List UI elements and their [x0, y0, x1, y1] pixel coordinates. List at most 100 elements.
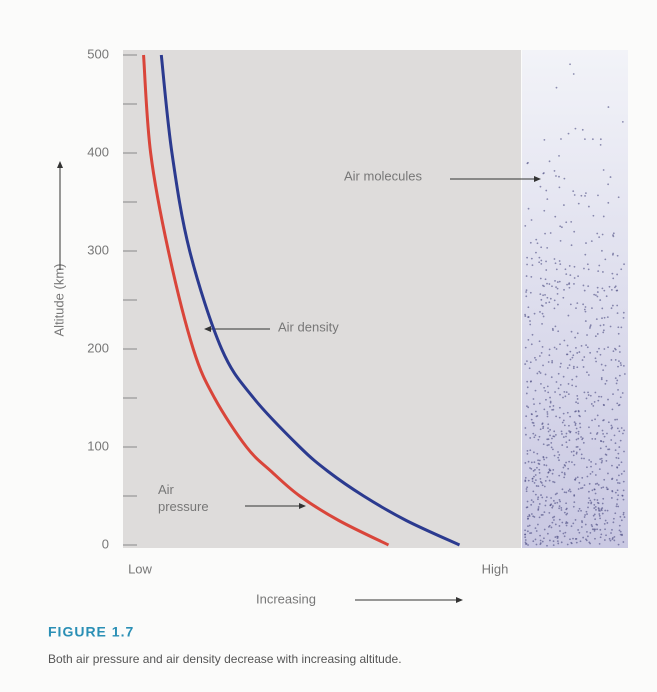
molecule — [590, 501, 593, 504]
molecule — [561, 421, 564, 424]
molecule — [567, 132, 570, 135]
molecule — [543, 285, 545, 288]
molecule — [587, 374, 590, 376]
molecule — [565, 502, 567, 505]
molecule — [587, 506, 589, 509]
molecule — [537, 459, 539, 462]
molecule — [524, 346, 527, 349]
molecule — [610, 359, 613, 361]
molecule — [552, 405, 555, 407]
molecule — [575, 451, 578, 454]
molecule — [604, 453, 607, 456]
molecule — [606, 432, 608, 435]
molecule — [565, 491, 568, 494]
molecule — [577, 275, 579, 278]
molecule — [540, 298, 543, 301]
molecule — [525, 506, 528, 509]
molecule — [553, 430, 556, 433]
molecule — [563, 391, 566, 393]
molecule — [610, 424, 613, 427]
molecule — [603, 522, 606, 525]
molecule — [619, 530, 622, 533]
molecule — [617, 457, 620, 460]
molecule — [597, 270, 600, 273]
molecule — [621, 494, 624, 497]
molecule — [596, 286, 599, 289]
molecule — [529, 467, 531, 469]
molecule — [623, 470, 626, 473]
molecule — [598, 395, 600, 398]
molecule — [612, 350, 615, 353]
molecule — [558, 459, 560, 462]
molecule — [593, 513, 596, 516]
molecule — [570, 542, 573, 545]
molecule — [547, 471, 550, 474]
molecule — [539, 534, 541, 537]
molecule — [569, 430, 572, 433]
molecule — [561, 444, 564, 446]
molecule — [600, 378, 603, 381]
series-label: Air pressure — [158, 482, 209, 514]
molecule — [529, 449, 532, 452]
molecule — [550, 503, 553, 506]
molecule — [538, 435, 541, 438]
molecule — [539, 372, 542, 374]
molecule — [623, 450, 625, 453]
molecule — [596, 295, 599, 298]
molecule — [599, 299, 602, 301]
molecule — [532, 540, 535, 543]
molecule — [580, 487, 582, 490]
molecule — [562, 204, 565, 206]
molecule — [557, 372, 560, 375]
molecule — [602, 497, 605, 500]
molecule — [583, 391, 586, 394]
molecule — [541, 305, 544, 307]
molecule — [580, 436, 582, 438]
molecule — [545, 456, 548, 459]
molecule — [587, 285, 590, 288]
molecule — [612, 232, 615, 235]
molecule — [602, 324, 605, 326]
molecule — [561, 488, 564, 491]
molecule — [547, 391, 550, 394]
molecule — [566, 367, 569, 369]
molecule — [543, 408, 546, 411]
molecule — [550, 376, 553, 379]
molecule — [549, 232, 552, 234]
molecule — [524, 363, 527, 365]
molecule — [563, 511, 566, 514]
molecule — [546, 282, 548, 285]
molecule — [568, 430, 570, 432]
molecule — [594, 518, 597, 521]
molecule — [586, 334, 588, 336]
molecule — [569, 490, 572, 493]
molecule — [565, 273, 568, 276]
molecule — [572, 505, 575, 508]
molecule — [569, 274, 572, 277]
molecule — [533, 461, 536, 464]
molecule — [607, 201, 610, 204]
molecule — [617, 388, 619, 391]
molecule — [558, 507, 561, 510]
molecule — [534, 356, 536, 359]
molecule — [529, 532, 531, 535]
molecule — [585, 539, 588, 542]
molecule — [594, 506, 597, 508]
molecule — [548, 348, 551, 351]
molecule — [535, 251, 537, 254]
molecule — [576, 302, 579, 304]
molecule — [531, 333, 534, 336]
molecule — [550, 497, 553, 499]
molecule — [568, 439, 571, 442]
molecule — [570, 220, 573, 223]
molecule — [531, 264, 534, 267]
molecule — [615, 382, 618, 385]
molecule — [524, 539, 527, 541]
molecule — [541, 513, 544, 516]
molecule — [617, 452, 620, 455]
molecule — [558, 505, 561, 508]
molecule — [565, 513, 568, 516]
molecule — [586, 530, 588, 533]
molecule — [577, 510, 580, 512]
molecule — [621, 533, 623, 536]
